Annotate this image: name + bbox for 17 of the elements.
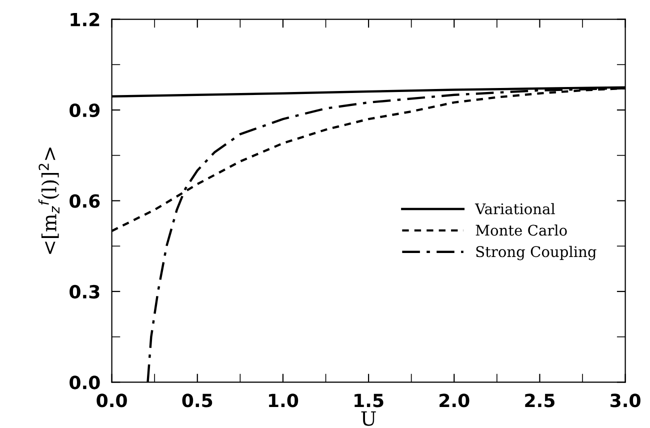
y-tick-label: 0.3 — [70, 284, 100, 299]
x-tick-label: 0.0 — [96, 394, 127, 408]
x-axis-title: U — [361, 411, 376, 426]
y-tick-label: 0.0 — [70, 376, 100, 390]
x-tick-label: 1.0 — [269, 394, 298, 408]
y-tick-label: 1.2 — [70, 12, 100, 26]
y-axis-title: <[m$_{z}$$^{f}$(l)]$^{2}$> — [38, 148, 60, 254]
x-tick-label: 0.5 — [182, 394, 212, 408]
x-tick-label: 3.0 — [610, 394, 640, 408]
x-tick-label: 2.0 — [440, 394, 470, 408]
x-tick-label: 1.5 — [354, 394, 384, 408]
x-tick-label: 2.5 — [525, 394, 554, 408]
legend-label: Strong Coupling — [476, 246, 596, 260]
legend-label: Variational — [474, 203, 555, 214]
y-tick-label: 0.9 — [70, 103, 100, 118]
y-tick-label: 0.6 — [70, 194, 100, 208]
legend-label: Monte Carlo — [476, 224, 567, 236]
